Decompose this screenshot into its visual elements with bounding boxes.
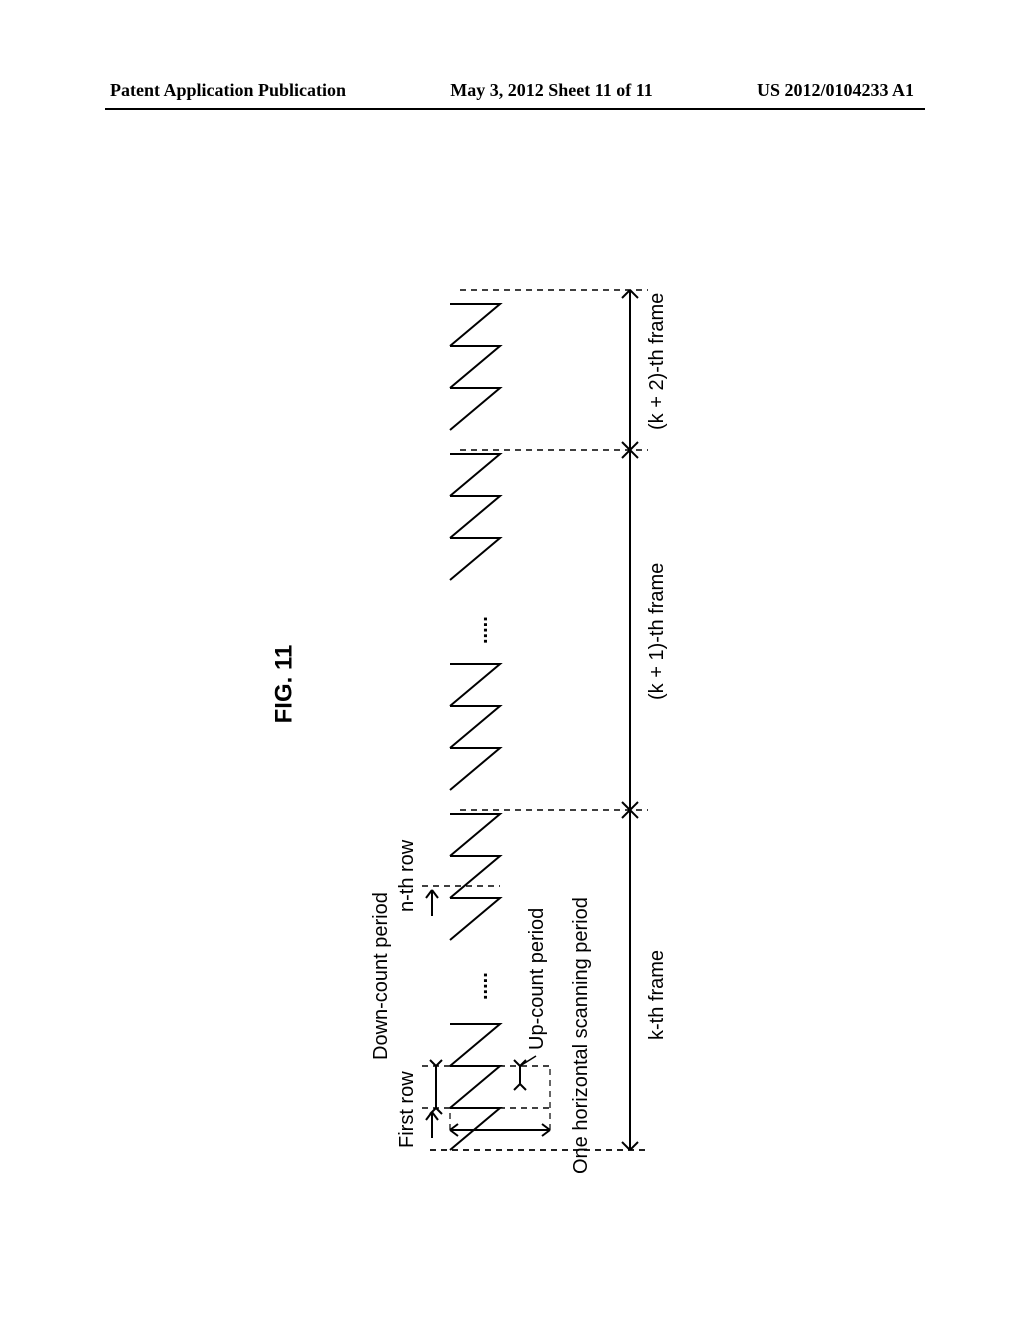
- label-nth-row: n-th row: [396, 840, 419, 912]
- label-first-row: First row: [396, 1071, 419, 1148]
- header-right: US 2012/0104233 A1: [757, 80, 914, 101]
- label-frame-k: k-th frame: [646, 950, 669, 1040]
- figure-label: FIG. 11: [270, 645, 298, 724]
- page-header: Patent Application Publication May 3, 20…: [0, 80, 1024, 101]
- timing-diagram: First row Down-count period n-th row Up-…: [340, 280, 700, 1160]
- label-up-count: Up-count period: [526, 908, 549, 1050]
- label-frame-k2: (k + 2)-th frame: [646, 293, 669, 430]
- label-frame-k1: (k + 1)-th frame: [646, 563, 669, 700]
- header-center: May 3, 2012 Sheet 11 of 11: [450, 80, 653, 101]
- header-rule: [105, 108, 925, 110]
- header-left: Patent Application Publication: [110, 80, 346, 101]
- ellipsis-1: .....: [470, 616, 493, 644]
- ellipsis-0: .....: [470, 972, 493, 1000]
- label-down-count: Down-count period: [370, 892, 393, 1060]
- label-h-scan: One horizontal scanning period: [570, 897, 593, 1174]
